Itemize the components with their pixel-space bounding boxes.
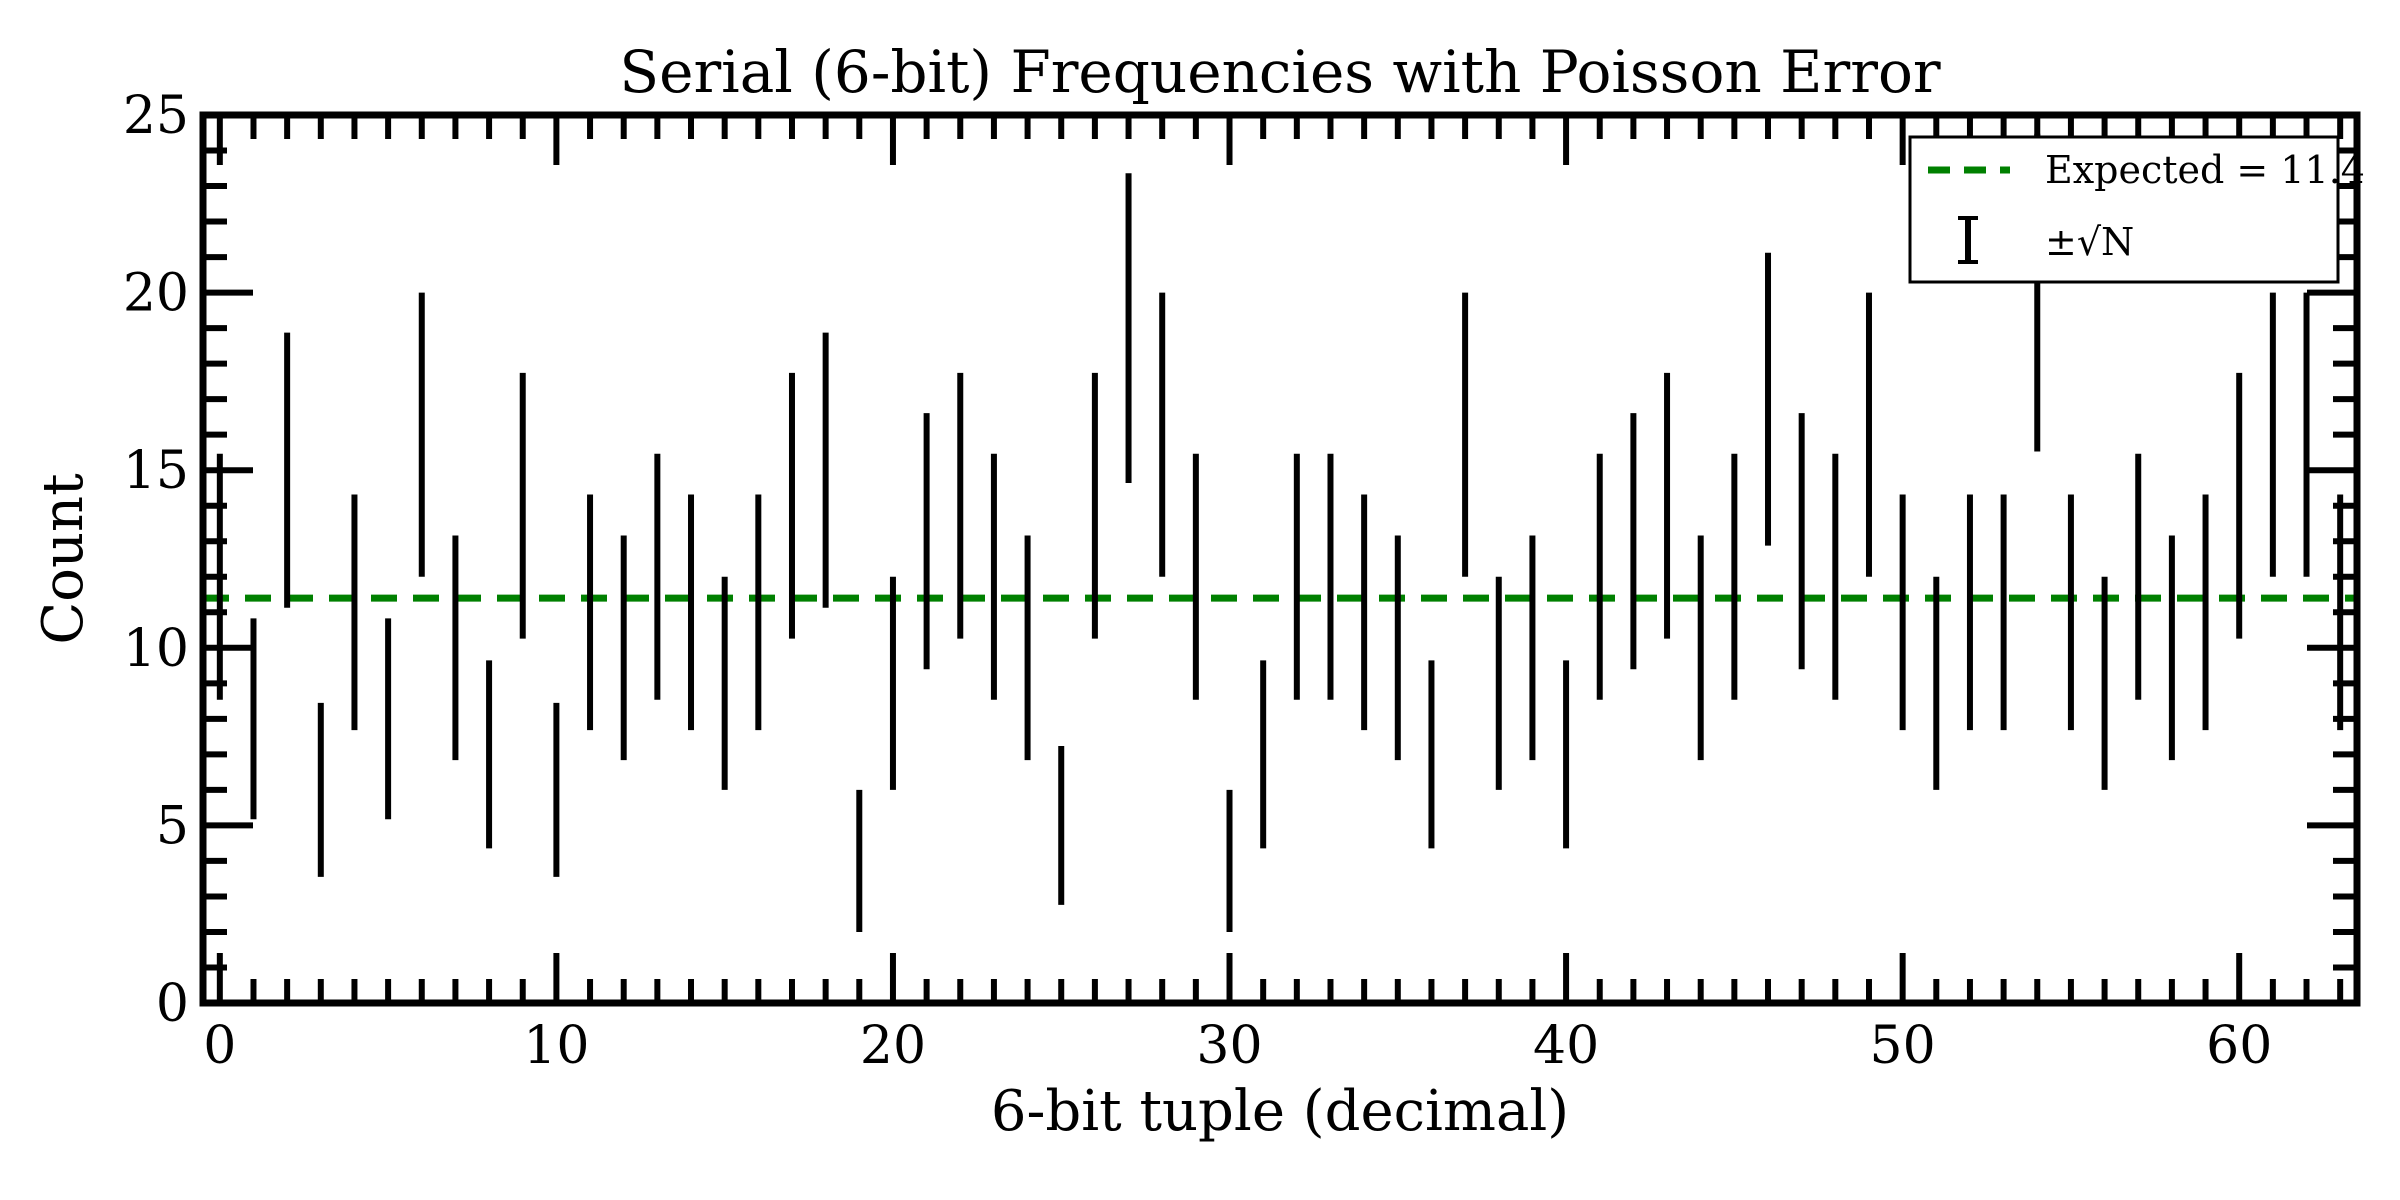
legend-expected-label: Expected = 11.4 [2045,148,2365,192]
x-tick-label: 50 [1870,1016,1936,1076]
legend-box [1908,135,2340,284]
y-tick-label: 20 [123,264,189,324]
legend: Expected = 11.4 ±√N [1908,135,2365,284]
x-tick-label: 40 [1533,1016,1599,1076]
x-tick-label: 10 [523,1016,589,1076]
legend-errorbar-label: ±√N [2045,220,2134,264]
errorbars-layer [216,133,2344,932]
y-tick-label: 0 [156,974,189,1034]
legend-errorbar-swatch [1958,216,1978,264]
y-axis-label: Count [31,473,96,645]
y-tick-label: 15 [123,441,189,501]
y-tick-label: 10 [123,619,189,679]
y-tick-label: 5 [156,796,189,856]
x-tick-label: 60 [2206,1016,2272,1076]
x-axis-label: 6-bit tuple (decimal) [991,1079,1569,1144]
x-tick-label: 0 [203,1016,236,1076]
ticks-layer [203,112,2357,1006]
y-tick-label: 25 [123,86,189,146]
labels-layer: 0 10 20 30 40 50 60 0 5 10 15 20 25 [123,86,2272,1076]
x-tick-label: 30 [1196,1016,1262,1076]
plot-frame [199,111,2361,1007]
x-tick-label: 20 [860,1016,926,1076]
chart-title: Serial (6-bit) Frequencies with Poisson … [619,38,1940,106]
